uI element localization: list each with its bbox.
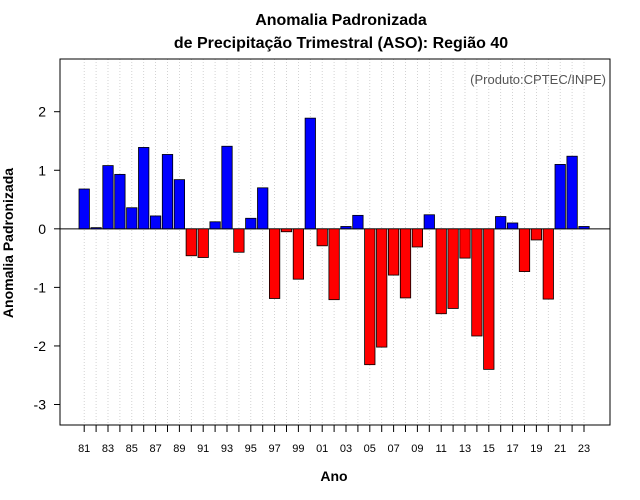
x-tick-label: 05 (364, 443, 376, 455)
credit-text: (Produto:CPTEC/INPE) (470, 72, 606, 87)
bar-98 (280, 228, 293, 233)
bar-12 (447, 228, 459, 309)
x-tick-label: 93 (221, 443, 233, 455)
bar-15 (483, 228, 495, 370)
bar-10 (423, 214, 435, 230)
bar-94 (233, 228, 245, 253)
x-tick-label: 13 (459, 443, 471, 455)
bar-16 (495, 216, 507, 230)
x-tick-label: 87 (149, 443, 161, 455)
x-tick-label: 03 (340, 443, 352, 455)
y-tick-label: -3 (34, 397, 47, 413)
x-tick-label: 95 (245, 443, 257, 455)
bar-07 (387, 228, 400, 276)
bar-84 (114, 173, 126, 230)
bar-99 (292, 228, 305, 280)
bar-06 (376, 228, 388, 348)
chart-title-line2: de Precipitação Trimestral (ASO): Região… (174, 35, 508, 52)
x-tick-label: 15 (483, 443, 495, 455)
x-tick-label: 11 (435, 443, 446, 455)
x-tick-label: 83 (102, 443, 114, 455)
bar-81 (78, 188, 90, 230)
bar-01 (316, 228, 328, 247)
x-tick-label: 09 (411, 443, 423, 455)
x-tick-label: 85 (126, 443, 138, 455)
x-tick-label: 23 (578, 443, 590, 455)
bar-21 (554, 164, 566, 230)
y-tick-label: 2 (38, 104, 46, 120)
x-tick-label: 99 (292, 443, 304, 455)
y-tick-label: 0 (38, 221, 46, 237)
x-tick-label: 07 (387, 443, 399, 455)
bar-88 (161, 154, 174, 230)
bar-89 (173, 179, 185, 230)
bar-23 (578, 226, 590, 230)
x-axis: 81 83 85 87 89 91 93 95 97 99 01 03 05 07 09 11 13 15 17 19… (78, 425, 590, 455)
bar-93 (221, 145, 233, 230)
bar-04 (352, 214, 364, 230)
y-axis: -3 -2 -1 0 1 2 (34, 104, 60, 413)
bar-13 (459, 228, 471, 259)
bar-05 (364, 228, 376, 366)
bar-86 (138, 147, 150, 230)
y-tick-label: 1 (38, 162, 46, 178)
y-tick-label: -1 (34, 279, 47, 295)
x-tick-label: 21 (554, 443, 566, 455)
bar-91 (197, 228, 209, 258)
bar-14 (471, 228, 483, 337)
bar-09 (411, 228, 424, 248)
bar-95 (245, 217, 257, 230)
bar-00 (304, 117, 316, 230)
chart-title-line1: Anomalia Padronizada (255, 12, 427, 29)
x-tick-label: 01 (316, 443, 328, 455)
plot-frame (59, 58, 611, 426)
bar-18 (518, 228, 531, 272)
x-tick-label: 97 (268, 443, 280, 455)
bar-11 (435, 228, 447, 315)
x-axis-label: Ano (320, 468, 347, 484)
bar-17 (506, 222, 519, 230)
bar-96 (257, 187, 269, 230)
x-tick-label: 91 (197, 443, 209, 455)
x-tick-label: 89 (173, 443, 185, 455)
bar-20 (542, 228, 554, 300)
x-tick-label: 81 (78, 443, 90, 455)
bar-83 (102, 165, 114, 230)
y-axis-label: Anomalia Padronizada (0, 168, 16, 318)
x-tick-label: 19 (530, 443, 542, 455)
bar-85 (126, 207, 138, 230)
bar-82 (90, 227, 102, 230)
bar-22 (566, 155, 578, 230)
bar-92 (209, 221, 221, 230)
bar-97 (268, 228, 281, 299)
x-tick-label: 17 (506, 443, 518, 455)
bars (78, 117, 590, 370)
bar-08 (399, 228, 412, 299)
bar-90 (185, 228, 197, 257)
bar-03 (340, 226, 352, 230)
bar-02 (328, 228, 340, 301)
y-tick-label: -2 (34, 338, 47, 354)
bar-87 (149, 215, 162, 230)
bar-19 (530, 228, 543, 241)
